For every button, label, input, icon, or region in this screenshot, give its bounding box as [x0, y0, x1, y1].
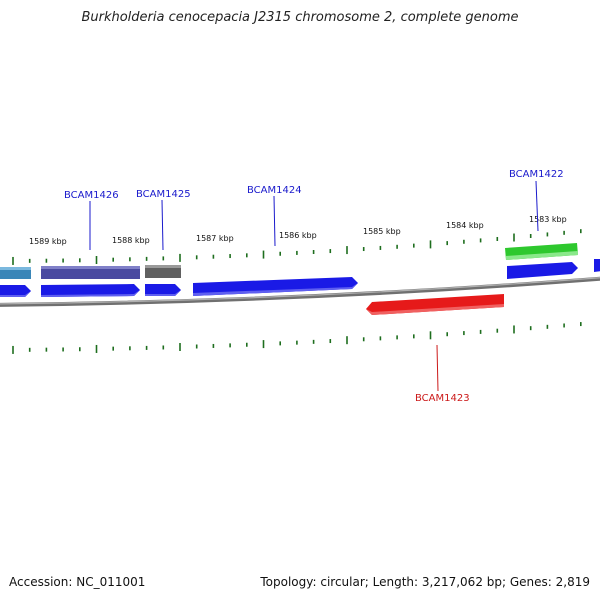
tick-row-upper — [12, 229, 582, 265]
gene-arrow-bcam1423[interactable] — [366, 294, 504, 315]
map-title: Burkholderia cenocepacia J2315 chromosom… — [81, 10, 519, 25]
gene-label[interactable]: BCAM1425 — [136, 189, 191, 200]
reverse-strand-genes — [366, 294, 504, 315]
gene-label[interactable]: BCAM1426 — [64, 190, 119, 201]
gene-label[interactable]: BCAM1423 — [415, 393, 470, 404]
leader-line — [535, 180, 539, 232]
gene-arrow[interactable] — [0, 285, 31, 297]
chromosome-backbone-highlight — [0, 277, 600, 305]
kbp-label: 1586 kbp — [279, 231, 317, 240]
gene-arrow[interactable] — [594, 259, 600, 272]
leader-line — [436, 344, 439, 392]
leader-line — [161, 199, 164, 251]
feature-block[interactable] — [145, 265, 181, 278]
kbp-label: 1589 kbp — [29, 237, 67, 246]
tick-row-lower — [12, 322, 582, 354]
feature-row-upper — [0, 243, 578, 279]
forward-strand-genes — [0, 259, 600, 297]
genome-summary: Topology: circular; Length: 3,217,062 bp… — [260, 575, 590, 589]
kbp-label: 1584 kbp — [446, 221, 484, 230]
gene-label[interactable]: BCAM1424 — [247, 185, 302, 196]
kbp-label: 1587 kbp — [196, 234, 234, 243]
kbp-label: 1583 kbp — [529, 215, 567, 224]
accession-text: Accession: NC_011001 — [9, 575, 146, 589]
feature-block[interactable] — [41, 266, 140, 279]
gene-label[interactable]: BCAM1422 — [509, 169, 564, 180]
gene-arrow-bcam1426[interactable] — [41, 284, 140, 297]
leader-line — [273, 195, 276, 247]
gene-arrow-bcam1424[interactable] — [193, 277, 358, 296]
kbp-label: 1585 kbp — [363, 227, 401, 236]
kbp-label: 1588 kbp — [112, 236, 150, 245]
gene-arrow-bcam1422[interactable] — [507, 262, 578, 279]
gene-arrow-bcam1425[interactable] — [145, 284, 181, 296]
chromosome-backbone — [0, 276, 600, 307]
gene-labels: BCAM1426 BCAM1425 BCAM1424 BCAM1422 BCAM… — [64, 169, 564, 404]
